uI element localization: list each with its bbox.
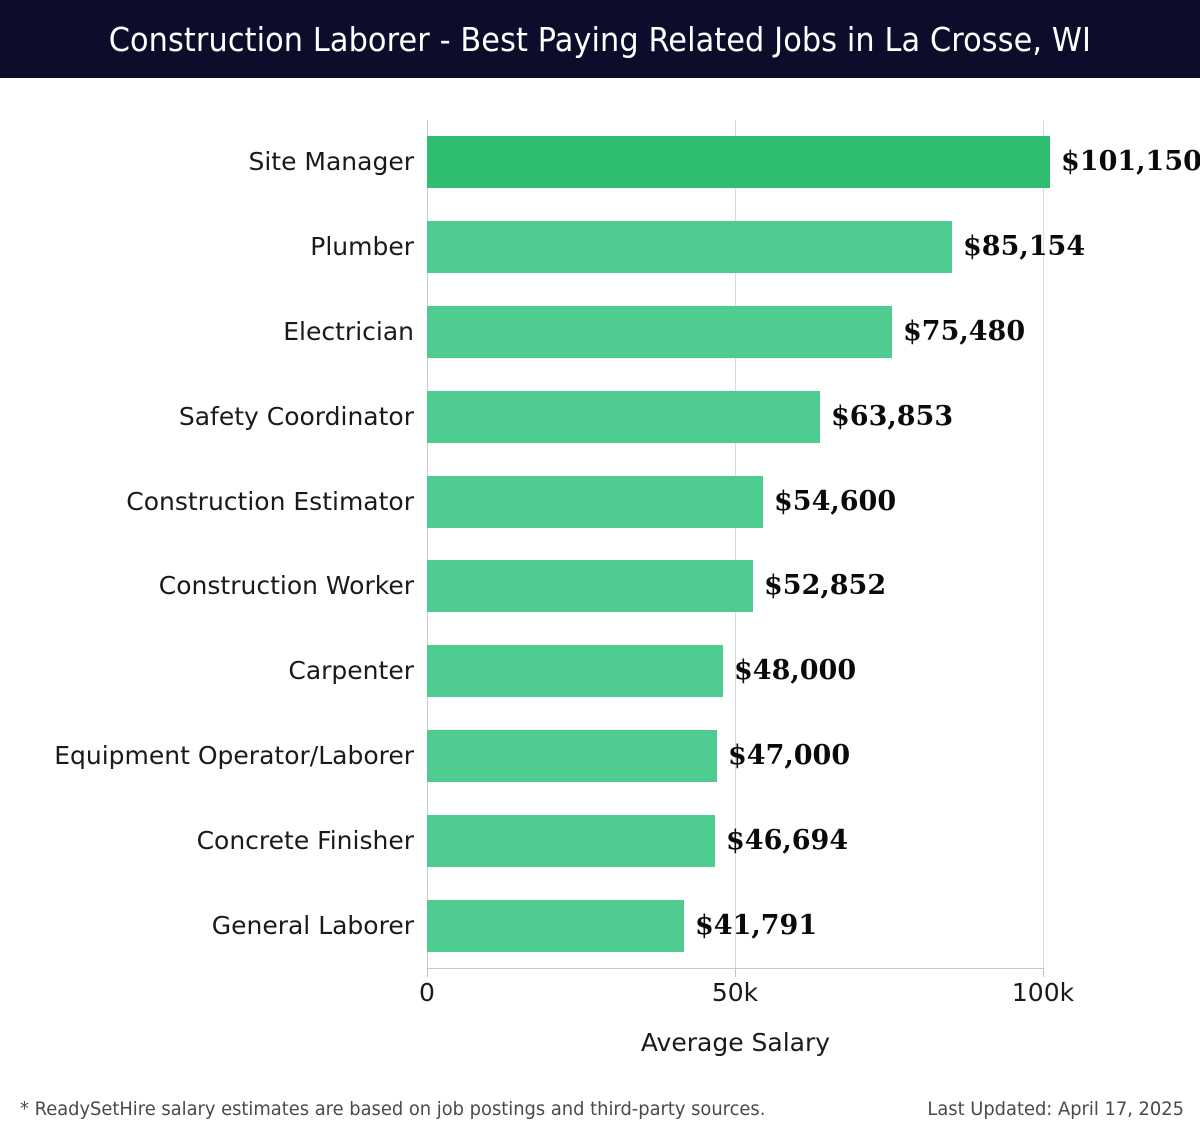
footer-disclaimer: * ReadySetHire salary estimates are base…: [20, 1098, 766, 1120]
x-tick-label: 0: [419, 978, 435, 1007]
x-axis-title: Average Salary: [640, 1028, 831, 1057]
x-tick-label: 50k: [711, 978, 759, 1007]
category-label: Carpenter: [288, 656, 414, 686]
category-label: Electrician: [283, 317, 414, 346]
page-title: Construction Laborer - Best Paying Relat…: [108, 19, 1092, 59]
bar-value-label: $63,853: [831, 400, 954, 432]
bar[interactable]: [427, 900, 684, 952]
category-label: Concrete Finisher: [196, 825, 414, 855]
bar[interactable]: [427, 306, 892, 358]
gridline: [735, 120, 736, 968]
bar[interactable]: [427, 645, 723, 697]
bar-value-label: $54,600: [774, 485, 897, 517]
bar-value-label: $48,000: [734, 655, 857, 687]
bar-value-label: $46,694: [726, 824, 849, 856]
x-tick-label: 100k: [1011, 978, 1075, 1007]
chart-plot-area: 0 50k 100k Site Manager $101,150 Plumber $85,…: [0, 78, 1200, 1078]
x-tick-mark: [427, 968, 428, 977]
category-label: General Laborer: [211, 910, 414, 940]
bar-value-label: $101,150: [1061, 146, 1200, 178]
category-label: Equipment Operator/Laborer: [54, 741, 414, 770]
x-tick-mark: [1043, 968, 1044, 977]
bar[interactable]: [427, 391, 820, 443]
bar[interactable]: [427, 560, 753, 612]
category-label: Construction Worker: [158, 571, 414, 601]
bar[interactable]: [427, 730, 717, 782]
bar-value-label: $75,480: [903, 316, 1026, 347]
bar-value-label: $47,000: [728, 740, 851, 771]
gridline: [1043, 120, 1044, 968]
footer-last-updated: Last Updated: April 17, 2025: [927, 1098, 1184, 1120]
bar-value-label: $52,852: [764, 570, 887, 602]
category-label: Site Manager: [248, 147, 414, 177]
x-tick-mark: [735, 968, 736, 977]
bar[interactable]: [427, 815, 715, 867]
bar[interactable]: [427, 476, 763, 528]
bar[interactable]: [427, 136, 1050, 188]
chart-footer: * ReadySetHire salary estimates are base…: [0, 1090, 1200, 1140]
bar-value-label: $85,154: [963, 231, 1086, 263]
category-label: Safety Coordinator: [178, 401, 414, 431]
bar[interactable]: [427, 221, 952, 273]
bar-value-label: $41,791: [695, 909, 818, 941]
category-label: Construction Estimator: [126, 486, 414, 516]
y-axis-line: [427, 120, 428, 968]
category-label: Plumber: [310, 232, 414, 262]
chart-header: Construction Laborer - Best Paying Relat…: [0, 0, 1200, 78]
